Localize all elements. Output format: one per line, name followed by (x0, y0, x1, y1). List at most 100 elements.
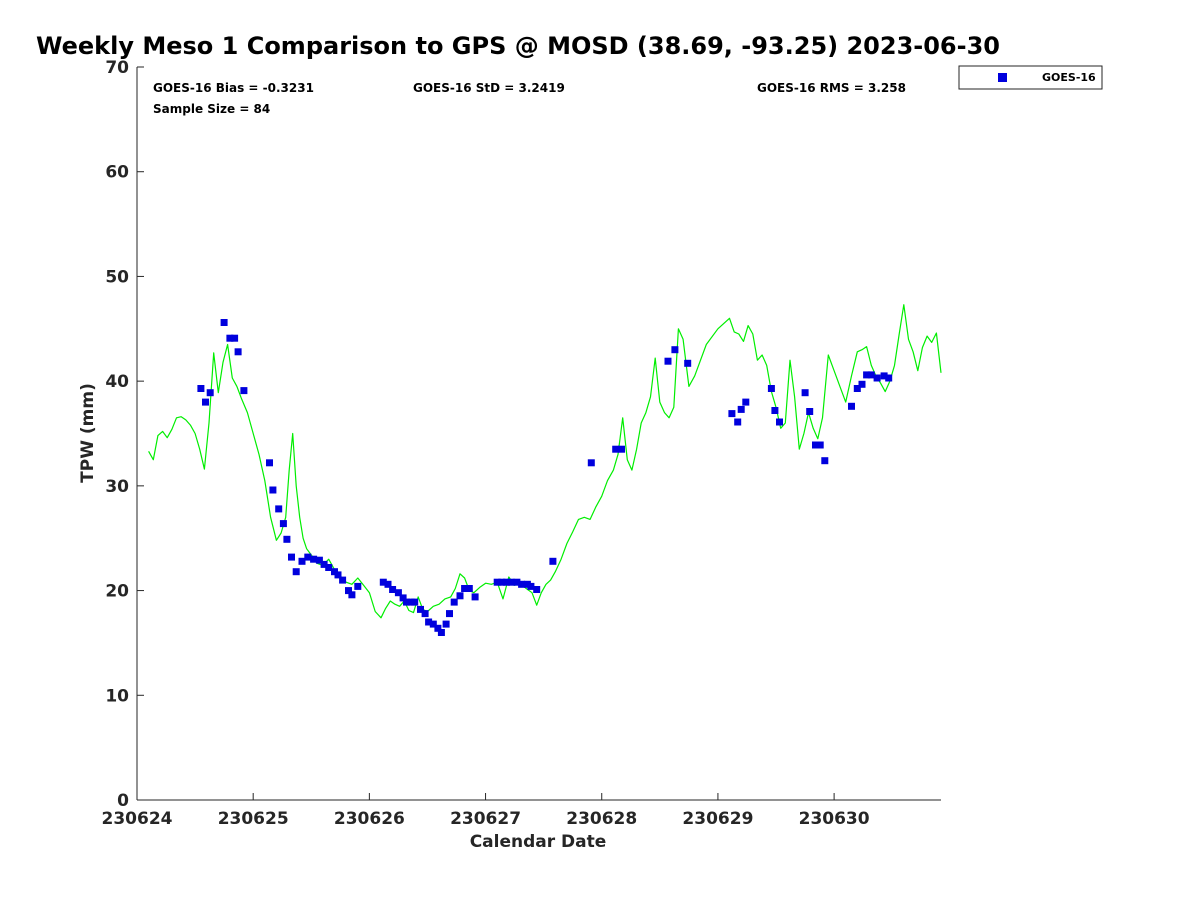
goes16-point (315, 556, 323, 564)
goes16-point (734, 418, 742, 426)
goes16-point (269, 486, 277, 494)
goes16-point (885, 374, 893, 382)
goes16-point (498, 578, 506, 586)
goes16-point (399, 594, 407, 602)
goes16-point (446, 610, 453, 618)
goes16-point (880, 372, 888, 380)
goes16-point (202, 398, 209, 406)
goes16-point (737, 405, 745, 413)
goes16-point (612, 445, 620, 453)
goes16-point (442, 620, 450, 628)
axes: 0 10 20 30 40 50 60 70 230624 230625 230626 230627 2… (102, 58, 941, 829)
y-tick-label: 40 (105, 372, 129, 392)
bias-annotation: GOES-16 Bias = -0.3231 (153, 81, 314, 95)
x-tick-label: 230629 (682, 809, 753, 829)
goes16-point (465, 585, 473, 592)
goes16-point (853, 385, 861, 392)
goes16-point (279, 520, 287, 528)
goes16-point (742, 398, 750, 406)
y-axis-label: TPW (mm) (78, 383, 98, 483)
goes16-point (587, 459, 595, 467)
goes16-point (197, 385, 205, 392)
goes16-point (776, 418, 783, 426)
legend-box (958, 65, 1103, 90)
goes16-point (767, 385, 775, 392)
goes16-point (513, 578, 521, 586)
sample-size-annotation: Sample Size = 84 (153, 102, 270, 116)
goes16-point (816, 441, 824, 449)
goes16-point (411, 598, 419, 606)
x-tick-label: 230628 (566, 809, 637, 829)
goes16-point (288, 553, 295, 561)
goes16-point (812, 441, 819, 449)
goes16-point (848, 402, 855, 410)
goes16-point (379, 578, 387, 586)
goes16-point (806, 408, 814, 415)
goes16-point (728, 410, 736, 418)
goes16-point (403, 598, 410, 606)
goes16-point (671, 346, 679, 354)
goes16-point (275, 505, 283, 513)
goes16-point (389, 586, 397, 593)
y-tick-label: 20 (105, 582, 129, 602)
goes16-point (292, 568, 300, 576)
goes16-point (821, 457, 829, 465)
y-tick-label: 60 (105, 163, 129, 183)
goes16-point (345, 587, 352, 595)
x-tick-label: 230625 (218, 809, 289, 829)
goes16-point (325, 564, 333, 571)
stats-annotations: GOES-16 Bias = -0.3231 GOES-16 StD = 3.2… (153, 81, 906, 116)
chart-title: Weekly Meso 1 Comparison to GPS @ MOSD (… (36, 32, 1000, 60)
goes16-point (549, 557, 557, 565)
goes16-point (533, 586, 541, 593)
goes16-point (518, 580, 526, 588)
gps-line (148, 304, 942, 619)
goes16-point (527, 582, 535, 590)
goes16-point (394, 589, 402, 597)
goes16-point (873, 374, 881, 382)
goes16-point (437, 629, 445, 636)
goes16-point (867, 371, 875, 379)
goes16-point (231, 334, 239, 342)
std-annotation: GOES-16 StD = 3.2419 (413, 81, 565, 95)
goes16-point (503, 578, 510, 586)
goes16-point (334, 571, 342, 579)
rms-annotation: GOES-16 RMS = 3.258 (757, 81, 906, 95)
x-tick-label: 230626 (334, 809, 405, 829)
goes16-point (354, 582, 362, 590)
x-axis-label: Calendar Date (470, 832, 607, 852)
goes16-point (339, 576, 347, 584)
goes16-point (298, 557, 306, 565)
goes16-point (618, 445, 625, 453)
legend-label-goes16: GOES-16 (1042, 71, 1096, 84)
goes16-point (266, 459, 273, 467)
goes16-point (417, 605, 424, 613)
goes16-point (429, 620, 437, 628)
goes16-series (197, 319, 893, 636)
goes16-point (320, 560, 328, 568)
goes16-point (493, 578, 501, 586)
x-tick-label: 230627 (450, 809, 521, 829)
y-tick-label: 30 (105, 477, 129, 497)
goes16-point (240, 387, 248, 395)
goes16-point (234, 348, 242, 356)
y-tick-label: 10 (105, 686, 129, 706)
goes16-point (801, 389, 809, 397)
goes16-point (206, 389, 214, 397)
goes16-point (664, 357, 672, 365)
goes16-point (283, 535, 291, 543)
goes16-point (684, 359, 692, 367)
y-tick-label: 70 (105, 58, 129, 78)
legend-marker-goes16 (998, 73, 1007, 82)
goes16-point (507, 578, 515, 586)
goes16-point (304, 553, 312, 561)
x-tick-label: 230630 (799, 809, 870, 829)
goes16-point (771, 407, 779, 414)
goes16-point (421, 610, 429, 618)
goes16-point (456, 592, 464, 600)
goes16-point (226, 334, 234, 342)
goes16-point (471, 593, 479, 601)
y-tick-label: 0 (117, 791, 129, 811)
